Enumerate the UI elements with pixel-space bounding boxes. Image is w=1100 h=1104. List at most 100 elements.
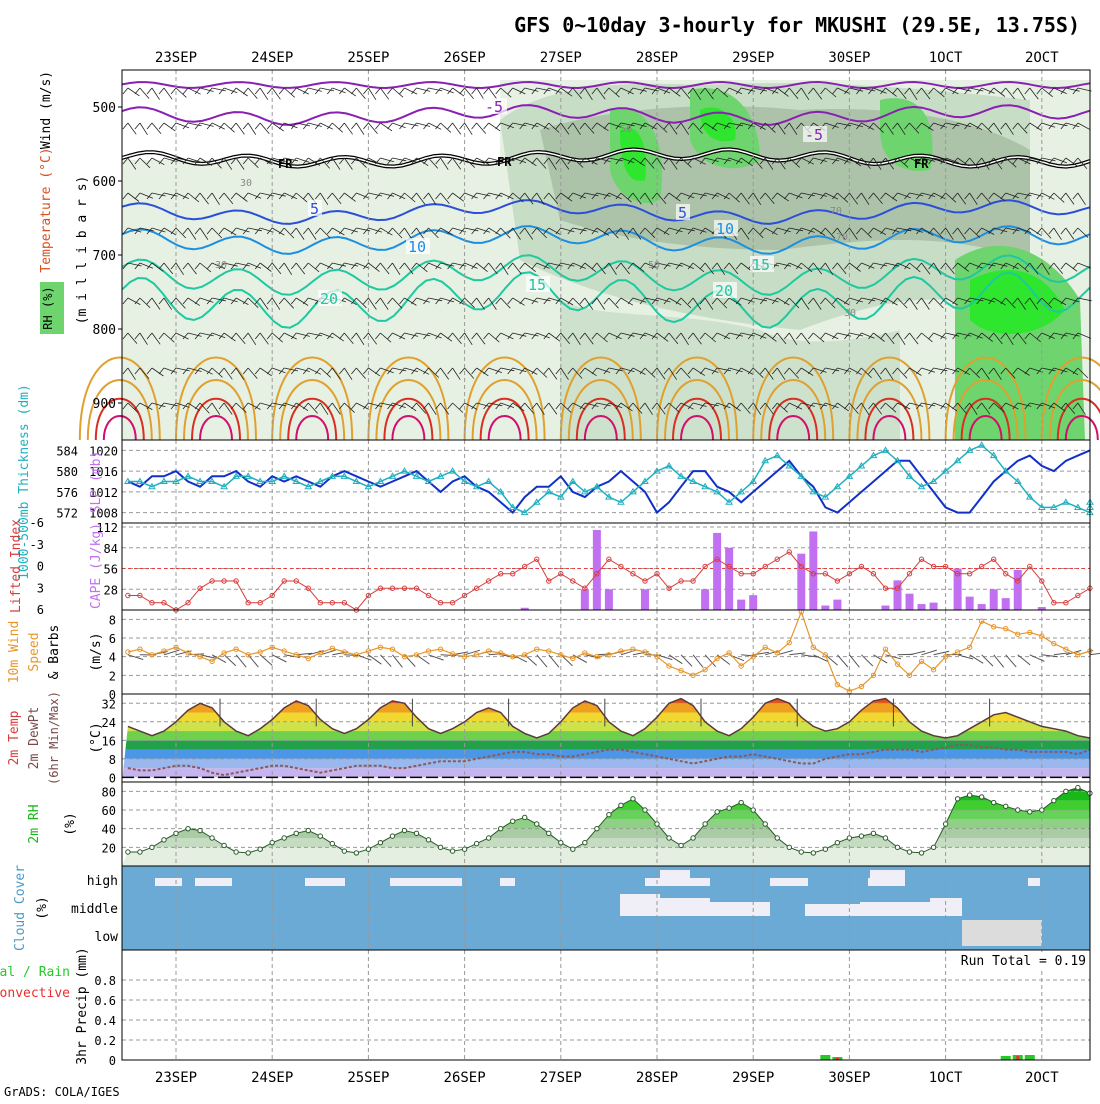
cape-tick-label: 28 [104, 583, 118, 597]
cape-bar [605, 589, 613, 610]
rh-tick-label: 40 [102, 823, 116, 837]
freezing-level-label: FR [497, 155, 512, 169]
temp-band [122, 740, 1090, 749]
bottom-date-label: 26SEP [444, 1070, 486, 1086]
rh2m-point [462, 847, 466, 851]
temp-band [122, 703, 1090, 712]
rh2m-point [631, 797, 635, 801]
rh2m-point [715, 810, 719, 814]
li-tick-label: 3 [37, 581, 44, 595]
rh2m-point [763, 822, 767, 826]
rh2m-point [859, 834, 863, 838]
wind-ylabel: Wind (m/s) [39, 71, 54, 149]
rh2m-point [523, 815, 527, 819]
y-tick-label: 800 [93, 323, 116, 338]
rh2m-point [138, 850, 142, 854]
temp-color-bands [122, 685, 1090, 778]
rh-contour-label: 30 [844, 308, 856, 319]
rh2m-point [931, 845, 935, 849]
bottom-date-label: 30SEP [828, 1070, 870, 1086]
precip-tick-label: 0.8 [94, 974, 116, 988]
top-date-label: 2OCT [1025, 50, 1059, 66]
rh2m-point [979, 795, 983, 799]
rh-band [122, 829, 1090, 838]
rh2m-point [222, 843, 226, 847]
y-tick-label: 500 [93, 101, 116, 116]
rh2m-point [547, 831, 551, 835]
rh-ylabel: RH (%) [41, 286, 55, 329]
temp-band [122, 768, 1090, 777]
cloud-high [870, 870, 905, 886]
rh2m-point [595, 826, 599, 830]
top-date-label: 29SEP [732, 50, 774, 66]
wind-ylabel-c: & Barbs [47, 625, 62, 680]
rh-band [122, 847, 1090, 866]
rh-contour-label: 30 [215, 260, 227, 271]
cape-bar [749, 595, 757, 610]
rh2m-point [571, 847, 575, 851]
rh-contour-label: 50 [648, 260, 660, 271]
cape-bar [906, 594, 914, 610]
cape-bar [966, 597, 974, 610]
cape-bar [797, 554, 805, 610]
rh2m-point [1076, 785, 1080, 789]
rh2m-point [751, 808, 755, 812]
rh2m-point [787, 845, 791, 849]
rh2m-point [1064, 789, 1068, 793]
y-tick-label: 600 [93, 175, 116, 190]
rh2m-ylabel: 2m RH [27, 804, 42, 843]
cape-ylabel: CAPE (J/kg) [89, 523, 104, 609]
rh2m-point [126, 850, 130, 854]
temp-contour-label: 15 [528, 276, 546, 294]
rh2m-point [414, 831, 418, 835]
precip-total-bar [1001, 1056, 1011, 1060]
rh2m-point [895, 845, 899, 849]
cape-bar [1014, 570, 1022, 610]
y-tick-label: 900 [93, 397, 116, 412]
rh2m-point [775, 836, 779, 840]
thickness-tick-label: 576 [56, 486, 78, 500]
bottom-date-label: 29SEP [732, 1070, 774, 1086]
li-tick-label: 6 [37, 603, 44, 617]
temp-tick-label: 8 [109, 753, 116, 767]
wind10m-barb [429, 655, 444, 660]
rh2m-point [366, 847, 370, 851]
rh2m-point [282, 836, 286, 840]
cloud-middle [805, 904, 860, 916]
cloud-high [305, 878, 345, 886]
rh2m-point [871, 831, 875, 835]
cloud-high [1028, 878, 1040, 886]
rh2m-point [703, 822, 707, 826]
cape-bar [930, 603, 938, 610]
li-tick-label: -6 [30, 516, 44, 530]
rh-contour-label: 50 [620, 124, 632, 135]
temp-tick-label: 32 [102, 697, 116, 711]
rh2m-point [306, 828, 310, 832]
rh2m-point [835, 840, 839, 844]
rh2m-point [318, 834, 322, 838]
rh2m-point [727, 806, 731, 810]
cloud-low [962, 920, 1042, 946]
rh-band [122, 782, 1090, 791]
temp-band [122, 750, 1090, 759]
cape-bar [881, 606, 889, 610]
precip-frame [122, 950, 1090, 1060]
top-date-label: 28SEP [636, 50, 678, 66]
upper-air-ylabel: (m i l l i b a r s) [75, 176, 90, 325]
rh2m-point [258, 847, 262, 851]
rh2m-point [679, 843, 683, 847]
wind-ylabel-a: 10m Wind [7, 621, 22, 684]
wind-tick-label: 8 [109, 613, 116, 627]
cloud-middle [930, 898, 962, 916]
temp-band [122, 685, 1090, 694]
cloud-level-label: high [87, 874, 118, 889]
cloud-high [218, 878, 232, 886]
temp-ylabel-b: 2m DewPt [27, 707, 42, 770]
bottom-date-label: 24SEP [251, 1070, 293, 1086]
